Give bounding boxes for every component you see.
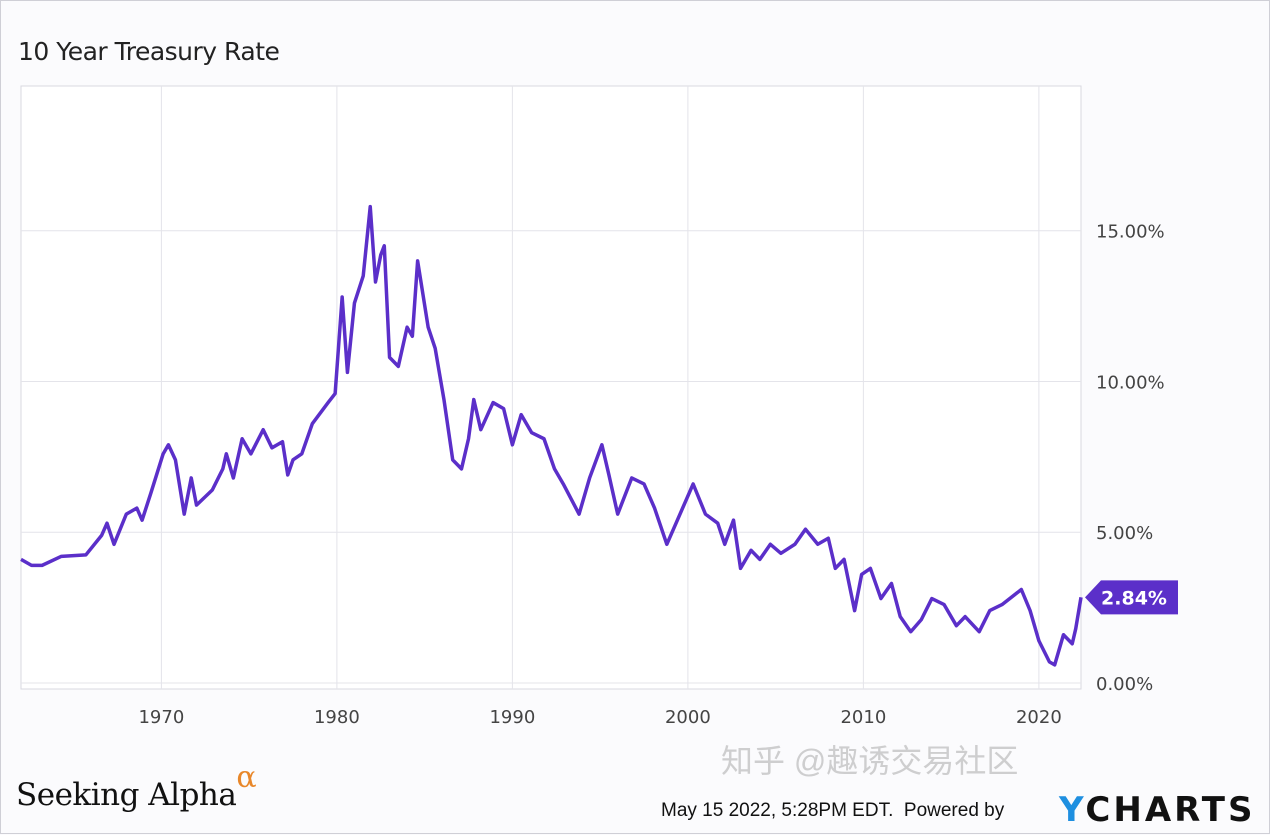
last-value-label: 2.84% xyxy=(1101,587,1167,609)
plot-area xyxy=(20,85,1082,690)
last-value-tag xyxy=(1085,580,1178,615)
watermark: 知乎 @趣诱交易社区 xyxy=(721,743,1019,779)
ycharts-logo: YCHARTS xyxy=(1059,793,1255,827)
x-tick-label: 2000 xyxy=(665,707,711,728)
chart-title: 10 Year Treasury Rate xyxy=(18,37,280,66)
seeking-alpha-logo: Seeking Alphaα xyxy=(16,760,257,813)
x-tick-label: 1970 xyxy=(138,707,184,728)
series-line xyxy=(20,204,1083,667)
ycharts-text: CHARTS xyxy=(1085,790,1256,830)
y-tick-label: 5.00% xyxy=(1096,523,1153,544)
y-tick-label: 15.00% xyxy=(1096,222,1165,243)
y-tick-label: 0.00% xyxy=(1096,674,1153,695)
timestamp: May 15 2022, 5:28PM EDT. xyxy=(661,800,894,821)
ycharts-mark: Y xyxy=(1059,790,1086,830)
powered-by: Powered by xyxy=(903,800,1005,821)
y-tick-label: 10.00% xyxy=(1096,372,1165,393)
alpha-icon: α xyxy=(236,760,257,795)
x-tick-label: 1990 xyxy=(489,707,535,728)
footer-text: May 15 2022, 5:28PM EDT. Powered by xyxy=(661,801,1004,820)
x-tick-label: 2010 xyxy=(840,707,886,728)
x-tick-label: 2020 xyxy=(1016,707,1062,728)
logo-text: Seeking Alpha xyxy=(16,777,237,813)
x-tick-label: 1980 xyxy=(314,707,360,728)
